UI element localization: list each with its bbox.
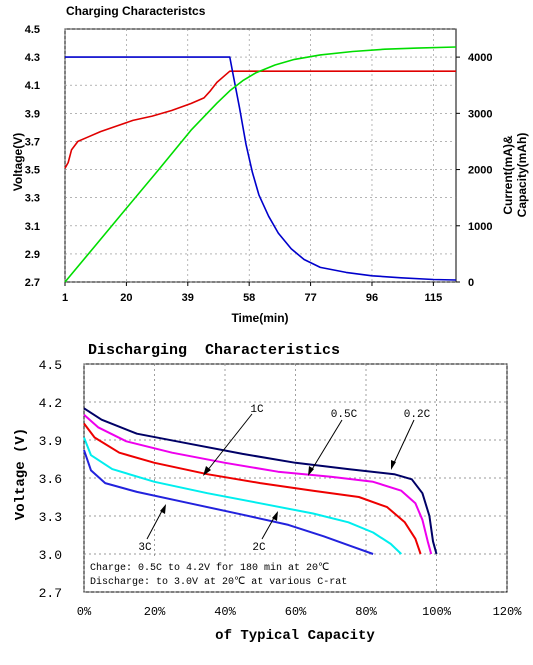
curve-label-0-5c-text: 0.5C bbox=[331, 409, 358, 421]
curve-label-3c: 3C bbox=[138, 504, 166, 554]
charging-capacity-line bbox=[64, 46, 457, 283]
curve-label-0-2c: 0.2C bbox=[391, 409, 431, 470]
curve-label-2c-text: 2C bbox=[252, 542, 266, 554]
charging-x-tick-label: 39 bbox=[182, 292, 194, 304]
charging-x-tick-label: 58 bbox=[243, 292, 255, 304]
discharging-x-tick-label: 20% bbox=[144, 605, 166, 619]
charging-y2-axis-label-line1: Current(mA)& bbox=[501, 135, 515, 215]
curve-label-1c-text: 1C bbox=[250, 404, 264, 416]
charging-y-ticks: 2.7 2.9 3.1 3.3 3.5 3.7 3.9 4.1 4.3 4.5 bbox=[25, 24, 40, 289]
discharging-chart: Discharging Characteristics 0% 20% 40% 60% 8… bbox=[13, 342, 522, 644]
discharging-series bbox=[83, 407, 438, 555]
discharge-curve-1c bbox=[83, 422, 422, 555]
charging-series bbox=[64, 46, 457, 283]
charging-voltage-line bbox=[64, 70, 456, 169]
charging-x-tick-label: 96 bbox=[366, 292, 378, 304]
conditions-note-box bbox=[86, 558, 386, 591]
charging-y2-tick-label: 0 bbox=[468, 277, 474, 289]
curve-label-2c-arrow bbox=[261, 515, 276, 540]
curve-label-0-5c-arrow bbox=[310, 419, 343, 472]
discharging-x-tick-label: 40% bbox=[214, 605, 236, 619]
discharge-condition-note: Discharge: to 3.0V at 20℃ at various C-r… bbox=[90, 576, 347, 588]
charging-current-line bbox=[65, 56, 457, 281]
discharging-y-tick-label: 3.6 bbox=[39, 472, 62, 487]
discharging-x-tick-label: 100% bbox=[422, 605, 452, 619]
curve-label-3c-arrow bbox=[146, 508, 164, 540]
charging-y-tick-label: 2.9 bbox=[25, 249, 40, 261]
curve-label-0-5c: 0.5C bbox=[308, 409, 358, 476]
charging-chart-title: Charging Characteristcs bbox=[66, 4, 206, 18]
curve-label-3c-text: 3C bbox=[138, 542, 152, 554]
discharge-curve-2c bbox=[83, 437, 402, 555]
charging-x-tick-label: 115 bbox=[425, 292, 443, 304]
curve-label-0-2c-arrow bbox=[392, 419, 415, 466]
discharging-y-tick-label: 3.0 bbox=[39, 548, 62, 563]
discharging-grid bbox=[83, 363, 508, 593]
charging-y2-axis-label-line2: Capacity(mAh) bbox=[515, 133, 529, 218]
discharging-y-tick-label: 4.5 bbox=[39, 358, 62, 373]
charging-y-tick-label: 3.1 bbox=[25, 221, 40, 233]
curve-label-0-2c-arrowhead bbox=[391, 460, 396, 470]
curve-label-1c-arrowhead bbox=[203, 466, 211, 476]
curve-label-1c-arrow bbox=[206, 413, 253, 472]
charging-y-tick-label: 3.5 bbox=[25, 165, 40, 177]
discharging-y-tick-label: 2.7 bbox=[39, 586, 62, 601]
charging-y2-tick-label: 1000 bbox=[468, 221, 492, 233]
charging-y-tick-label: 2.7 bbox=[25, 277, 40, 289]
charging-y2-tick-label: 2000 bbox=[468, 165, 492, 177]
curve-label-1c: 1C bbox=[203, 404, 264, 476]
discharging-y-tick-label: 3.3 bbox=[39, 510, 62, 525]
curve-label-3c-arrowhead bbox=[160, 504, 166, 514]
discharge-curve-0-2c bbox=[83, 407, 438, 555]
charging-y-tick-label: 3.7 bbox=[25, 136, 40, 148]
discharging-x-tick-label: 120% bbox=[493, 605, 523, 619]
discharging-y-tick-label: 3.9 bbox=[39, 434, 62, 449]
discharging-x-tick-label: 0% bbox=[77, 605, 92, 619]
charging-x-tick-label: 77 bbox=[304, 292, 316, 304]
charging-y2-tick-label: 3000 bbox=[468, 108, 492, 120]
charging-y-tick-label: 3.3 bbox=[25, 193, 40, 205]
charging-y-tick-label: 4.3 bbox=[25, 52, 40, 64]
charging-y-tick-label: 4.1 bbox=[25, 80, 40, 92]
discharging-y-tick-label: 4.2 bbox=[39, 396, 62, 411]
curve-label-2c: 2C bbox=[252, 511, 278, 554]
charging-x-tick-label: 1 bbox=[62, 292, 68, 304]
discharge-curve-3c bbox=[83, 449, 374, 555]
discharging-x-axis-label: of Typical Capacity bbox=[215, 628, 375, 644]
discharging-x-tick-label: 60% bbox=[285, 605, 307, 619]
charging-x-tick-label: 20 bbox=[120, 292, 132, 304]
curve-label-0-2c-text: 0.2C bbox=[404, 409, 431, 421]
charging-x-ticks: 1 20 39 58 77 96 115 bbox=[62, 282, 442, 304]
discharge-curve-0-5c bbox=[83, 413, 433, 555]
charging-y-axis-label: Voltage(V) bbox=[11, 133, 25, 191]
discharging-x-ticks: 0% 20% 40% 60% 80% 100% 120% bbox=[77, 605, 522, 619]
charge-condition-note: Charge: 0.5C to 4.2V for 180 min at 20℃ bbox=[90, 562, 329, 574]
charging-y2-tick-label: 4000 bbox=[468, 52, 492, 64]
charging-y2-ticks: 0 1000 2000 3000 4000 bbox=[456, 52, 492, 289]
discharging-x-tick-label: 80% bbox=[355, 605, 377, 619]
curve-label-2c-arrowhead bbox=[272, 511, 278, 521]
discharging-y-axis-label: Voltage (V) bbox=[13, 428, 29, 520]
charging-chart: Charging Characteristcs 1 20 39 58 77 96 115 2… bbox=[11, 4, 529, 325]
charging-plot-area bbox=[64, 28, 457, 283]
curve-label-0-5c-arrowhead bbox=[308, 466, 314, 476]
discharging-y-ticks: 2.7 3.0 3.3 3.6 3.9 4.2 4.5 bbox=[39, 358, 62, 601]
discharging-chart-title: Discharging Characteristics bbox=[88, 342, 340, 359]
charging-y-tick-label: 4.5 bbox=[25, 24, 40, 36]
charging-x-axis-label: Time(min) bbox=[231, 311, 288, 325]
charging-y-tick-label: 3.9 bbox=[25, 108, 40, 120]
